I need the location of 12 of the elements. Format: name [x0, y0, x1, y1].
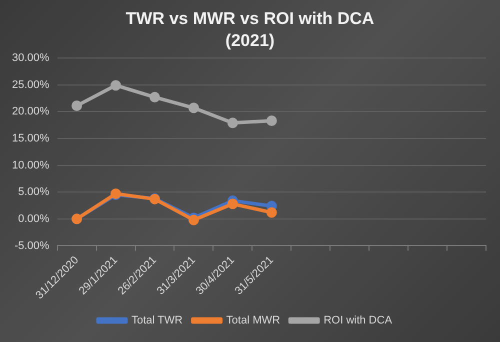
y-tick-label: 0.00% — [18, 212, 50, 225]
y-tick-label: 5.00% — [18, 186, 50, 198]
y-tick-label: 20.00% — [12, 106, 50, 118]
y-tick-label: 10.00% — [12, 159, 50, 172]
legend-label: ROI with DCA — [324, 314, 393, 327]
legend-label: Total MWR — [226, 314, 280, 327]
y-tick-label: 30.00% — [12, 52, 50, 64]
y-tick-label: 15.00% — [12, 132, 50, 144]
chart-title: TWR vs MWR vs ROI with DCA (2021) — [124, 8, 376, 52]
legend-label: Total TWR — [131, 314, 183, 327]
y-tick-label: -5.00% — [14, 240, 50, 252]
y-tick-label: 25.00% — [12, 78, 50, 91]
